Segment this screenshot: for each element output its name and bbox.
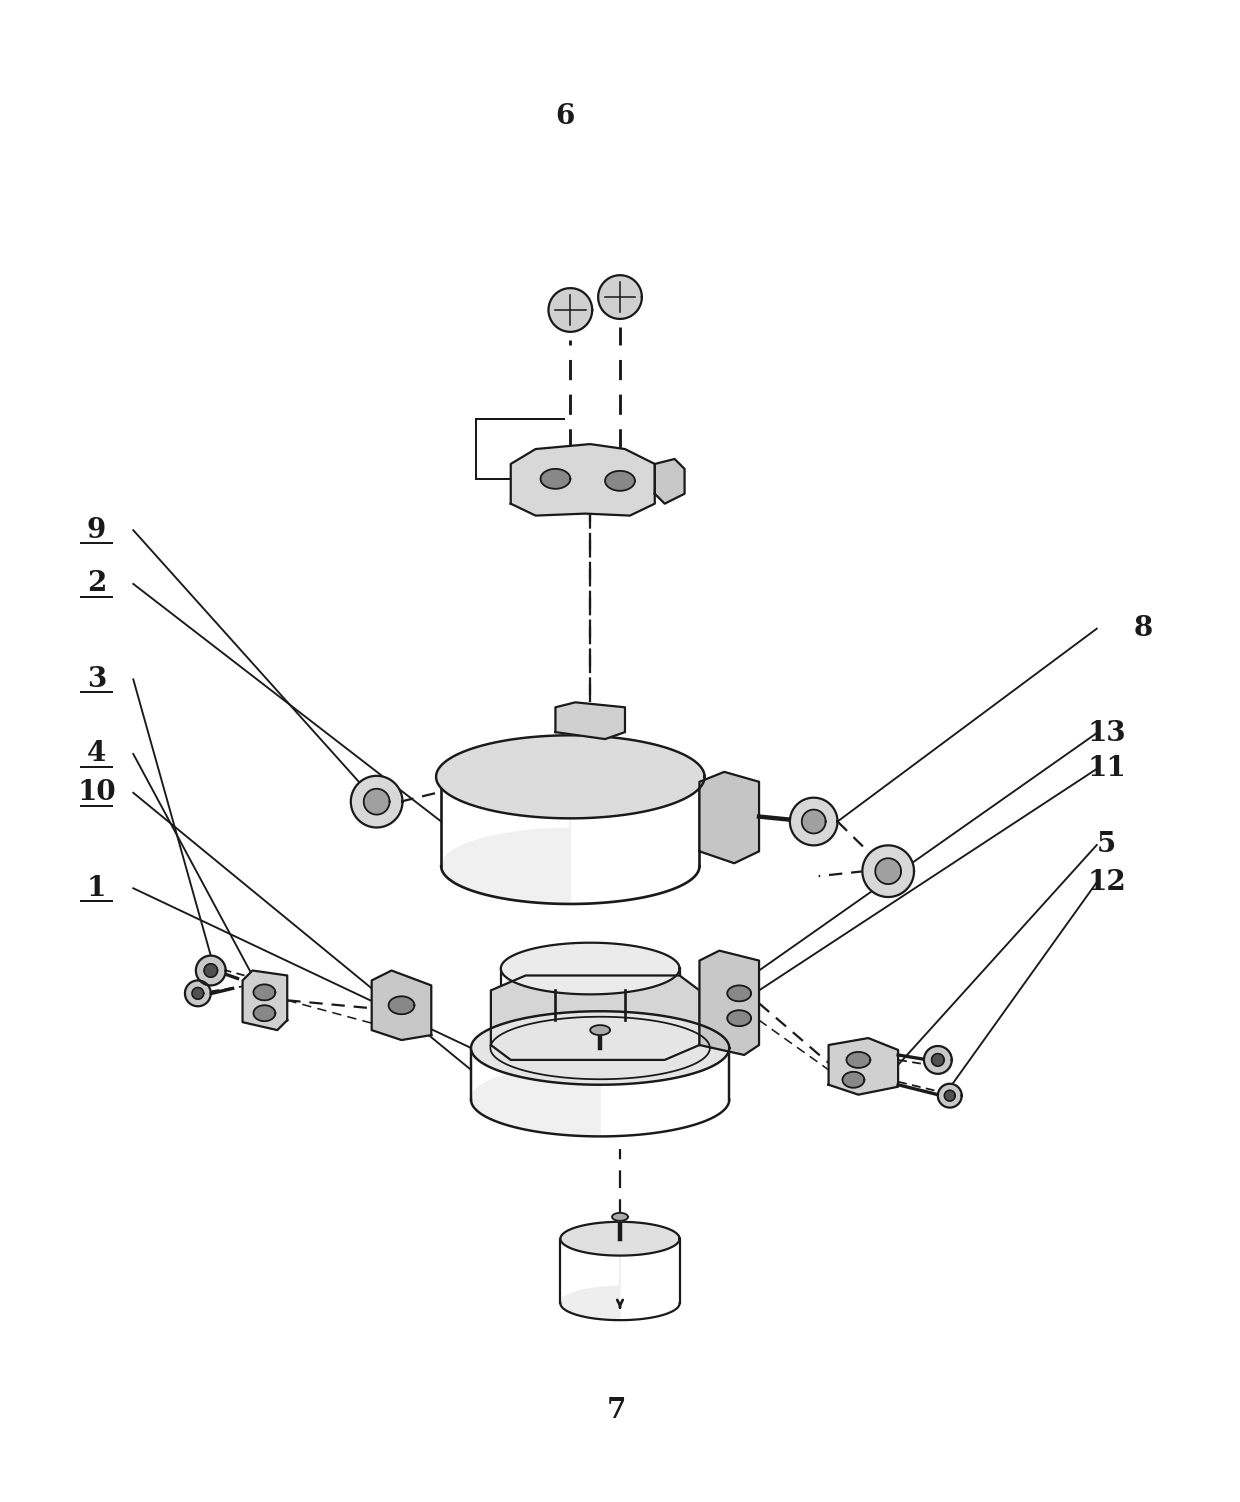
Polygon shape bbox=[253, 1005, 275, 1021]
Polygon shape bbox=[243, 970, 288, 1030]
Polygon shape bbox=[541, 469, 570, 488]
Polygon shape bbox=[441, 739, 699, 904]
Text: 13: 13 bbox=[1087, 719, 1126, 746]
Polygon shape bbox=[253, 984, 275, 1000]
Polygon shape bbox=[556, 703, 625, 739]
Polygon shape bbox=[728, 985, 751, 1002]
Polygon shape bbox=[613, 1214, 627, 1221]
Polygon shape bbox=[847, 1051, 870, 1068]
Polygon shape bbox=[875, 858, 901, 885]
Text: 5: 5 bbox=[1097, 832, 1116, 859]
Polygon shape bbox=[501, 943, 680, 994]
Text: 12: 12 bbox=[1087, 868, 1126, 895]
Polygon shape bbox=[511, 445, 655, 515]
Polygon shape bbox=[924, 1045, 952, 1074]
Polygon shape bbox=[351, 777, 403, 828]
Polygon shape bbox=[699, 772, 759, 864]
Polygon shape bbox=[598, 275, 642, 318]
Polygon shape bbox=[560, 1221, 680, 1320]
Polygon shape bbox=[931, 1053, 944, 1066]
Text: 11: 11 bbox=[1087, 756, 1126, 783]
Polygon shape bbox=[590, 1026, 610, 1035]
Polygon shape bbox=[471, 1011, 729, 1084]
Polygon shape bbox=[471, 1011, 729, 1137]
Text: 9: 9 bbox=[87, 517, 107, 544]
Polygon shape bbox=[196, 955, 226, 985]
Polygon shape bbox=[441, 739, 699, 814]
Polygon shape bbox=[790, 798, 837, 846]
Polygon shape bbox=[655, 460, 684, 503]
Polygon shape bbox=[842, 1072, 864, 1087]
Polygon shape bbox=[802, 810, 826, 834]
Polygon shape bbox=[560, 1221, 680, 1256]
Polygon shape bbox=[548, 288, 593, 332]
Polygon shape bbox=[372, 970, 432, 1039]
Polygon shape bbox=[605, 472, 635, 491]
Polygon shape bbox=[363, 789, 389, 814]
Polygon shape bbox=[205, 964, 217, 978]
Polygon shape bbox=[436, 736, 704, 819]
Polygon shape bbox=[185, 981, 211, 1006]
Polygon shape bbox=[728, 1011, 751, 1026]
Text: 6: 6 bbox=[554, 104, 574, 131]
Polygon shape bbox=[945, 1090, 955, 1101]
Text: 2: 2 bbox=[87, 571, 107, 598]
Polygon shape bbox=[192, 987, 203, 999]
Text: 7: 7 bbox=[606, 1397, 626, 1424]
Text: 3: 3 bbox=[87, 665, 107, 692]
Polygon shape bbox=[388, 996, 414, 1014]
Polygon shape bbox=[501, 943, 680, 1017]
Text: 1: 1 bbox=[87, 874, 107, 901]
Polygon shape bbox=[699, 951, 759, 1054]
Polygon shape bbox=[937, 1084, 962, 1107]
Polygon shape bbox=[491, 975, 699, 1060]
Text: 8: 8 bbox=[1133, 616, 1153, 643]
Polygon shape bbox=[828, 1038, 898, 1095]
Text: 4: 4 bbox=[87, 740, 107, 768]
Polygon shape bbox=[862, 846, 914, 897]
Text: 10: 10 bbox=[77, 780, 115, 807]
